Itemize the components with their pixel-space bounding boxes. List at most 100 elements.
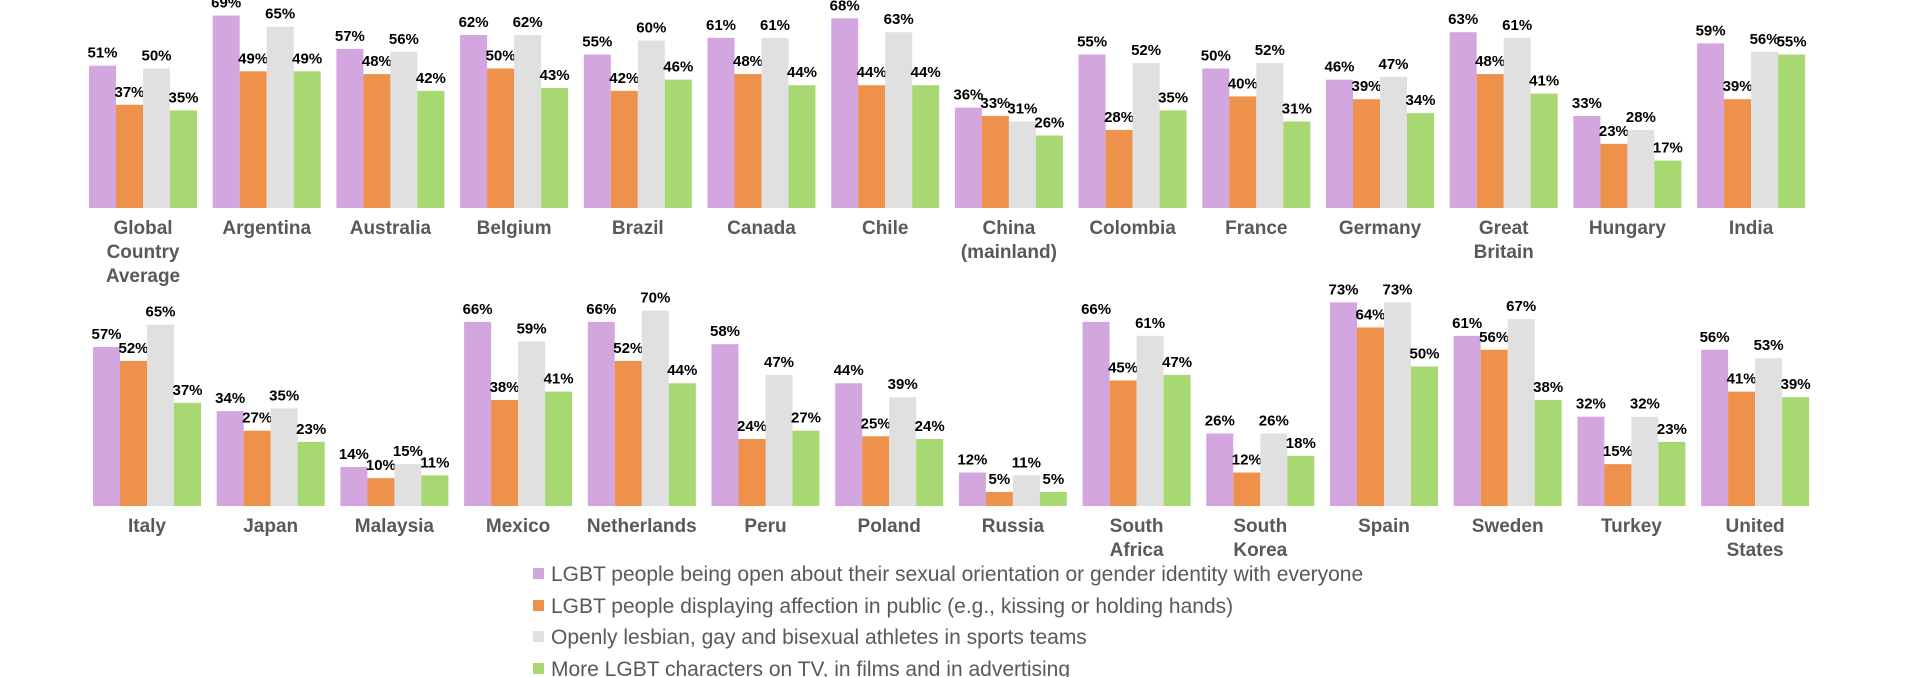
data-label: 46% xyxy=(663,59,693,76)
legend-swatch xyxy=(533,600,544,611)
category-label: Mexico xyxy=(486,516,550,537)
bar-series-4 xyxy=(541,88,569,208)
category-label: Poland xyxy=(858,516,921,537)
data-label: 39% xyxy=(888,376,918,393)
bar-series-4 xyxy=(668,383,696,506)
category-label: Russia xyxy=(982,516,1045,537)
bar-series-3 xyxy=(1132,62,1160,208)
category-label: Canada xyxy=(727,218,796,239)
category-label: France xyxy=(1225,218,1287,239)
data-label: 52% xyxy=(1131,42,1161,59)
bar-series-4 xyxy=(170,110,197,208)
bar-series-3 xyxy=(1012,475,1040,506)
category-label-line: Australia xyxy=(350,218,432,239)
category-label: Brazil xyxy=(612,218,664,239)
data-label: 46% xyxy=(1324,59,1354,76)
data-label: 40% xyxy=(1228,75,1258,92)
category-label-line: Mexico xyxy=(486,516,550,537)
bar-series-1 xyxy=(1697,43,1725,208)
data-label: 39% xyxy=(1351,78,1381,95)
bar-series-1 xyxy=(1202,68,1230,208)
category-label: Argentina xyxy=(222,218,311,239)
data-label: 66% xyxy=(1081,301,1111,318)
category-label-line: Netherlands xyxy=(587,516,697,537)
bar-series-4 xyxy=(174,402,201,506)
bar-series-4 xyxy=(297,441,325,506)
category-label: Colombia xyxy=(1089,218,1176,239)
data-label: 51% xyxy=(87,45,117,62)
data-label: 39% xyxy=(1723,78,1753,95)
category-label-line: Great xyxy=(1479,218,1529,239)
data-label: 37% xyxy=(114,84,144,101)
category-label: Peru xyxy=(744,516,786,537)
bar-series-3 xyxy=(518,341,546,506)
category-label: Sweden xyxy=(1472,516,1544,537)
bar-series-3 xyxy=(1751,51,1779,209)
data-label: 11% xyxy=(1012,454,1041,471)
legend-item: LGBT people displaying affection in publ… xyxy=(533,595,1233,618)
category-label-line: Belgium xyxy=(477,218,552,239)
bar-series-2 xyxy=(487,68,515,208)
data-label: 63% xyxy=(1448,11,1478,28)
data-label: 73% xyxy=(1328,281,1358,298)
bar-series-1 xyxy=(831,18,859,209)
data-label: 17% xyxy=(1653,140,1683,157)
data-label: 56% xyxy=(389,31,419,48)
category-group: 66% 45% 61% 47% South Africa xyxy=(1081,301,1192,561)
data-label: 23% xyxy=(296,421,326,438)
data-label: 55% xyxy=(1077,34,1107,51)
data-label: 27% xyxy=(791,410,821,427)
bar-series-2 xyxy=(1600,143,1628,208)
category-label-line: Turkey xyxy=(1601,516,1662,537)
category-label: United States xyxy=(1726,516,1785,561)
data-label: 24% xyxy=(915,418,945,435)
category-label-line: Russia xyxy=(982,516,1045,537)
category-label-line: Chile xyxy=(862,218,908,239)
data-label: 48% xyxy=(1475,53,1505,70)
data-label: 47% xyxy=(1378,56,1408,73)
category-label-line: Country xyxy=(107,242,180,263)
bar-series-2 xyxy=(1105,129,1133,208)
category-group: 12%5%11%5%Russia xyxy=(957,452,1067,537)
data-label: 11% xyxy=(420,454,449,471)
category-label-line: Germany xyxy=(1339,218,1422,239)
bar-series-2 xyxy=(1476,74,1504,208)
data-label: 56% xyxy=(1750,31,1780,48)
bar-series-3 xyxy=(1008,121,1036,208)
bar-series-3 xyxy=(514,35,542,208)
data-label: 35% xyxy=(168,89,198,106)
bar-series-3 xyxy=(1631,416,1659,506)
data-label: 32% xyxy=(1630,396,1660,413)
bar-series-2 xyxy=(1604,464,1632,506)
category-label-line: States xyxy=(1727,540,1784,561)
data-label: 61% xyxy=(1452,315,1482,332)
bar-series-1 xyxy=(340,466,368,506)
bar-series-4 xyxy=(1654,160,1682,208)
data-label: 45% xyxy=(1108,359,1138,376)
bar-series-4 xyxy=(1407,113,1434,208)
category-label: Germany xyxy=(1339,218,1422,239)
data-label: 18% xyxy=(1286,435,1316,452)
data-label: 14% xyxy=(339,446,369,463)
category-label-line: South xyxy=(1110,516,1164,537)
bar-series-1 xyxy=(464,321,492,506)
bar-series-2 xyxy=(243,430,271,506)
category-group: 63% 48% 61% 41% Great Britain xyxy=(1448,11,1559,263)
data-label: 33% xyxy=(1572,95,1602,112)
data-label: 63% xyxy=(884,11,914,28)
category-label: Malaysia xyxy=(355,516,435,537)
bar-series-4 xyxy=(417,90,445,208)
category-label-line: Britain xyxy=(1474,242,1534,263)
category-group: 58% 24% 47% 27% Peru xyxy=(710,323,821,537)
data-label: 65% xyxy=(145,304,175,321)
data-label: 35% xyxy=(269,387,299,404)
data-label: 23% xyxy=(1657,421,1687,438)
bar-series-2 xyxy=(614,360,642,506)
bar-series-1 xyxy=(93,346,120,506)
bar-series-3 xyxy=(761,37,789,209)
bar-series-2 xyxy=(1724,99,1752,208)
legend-label: LGBT people displaying affection in publ… xyxy=(551,595,1233,618)
data-label: 61% xyxy=(1135,315,1165,332)
category-group: 69% 49% 65% 49% Argentina xyxy=(211,0,322,239)
category-group: 55% 28% 52% 35% Colombia xyxy=(1077,34,1188,239)
